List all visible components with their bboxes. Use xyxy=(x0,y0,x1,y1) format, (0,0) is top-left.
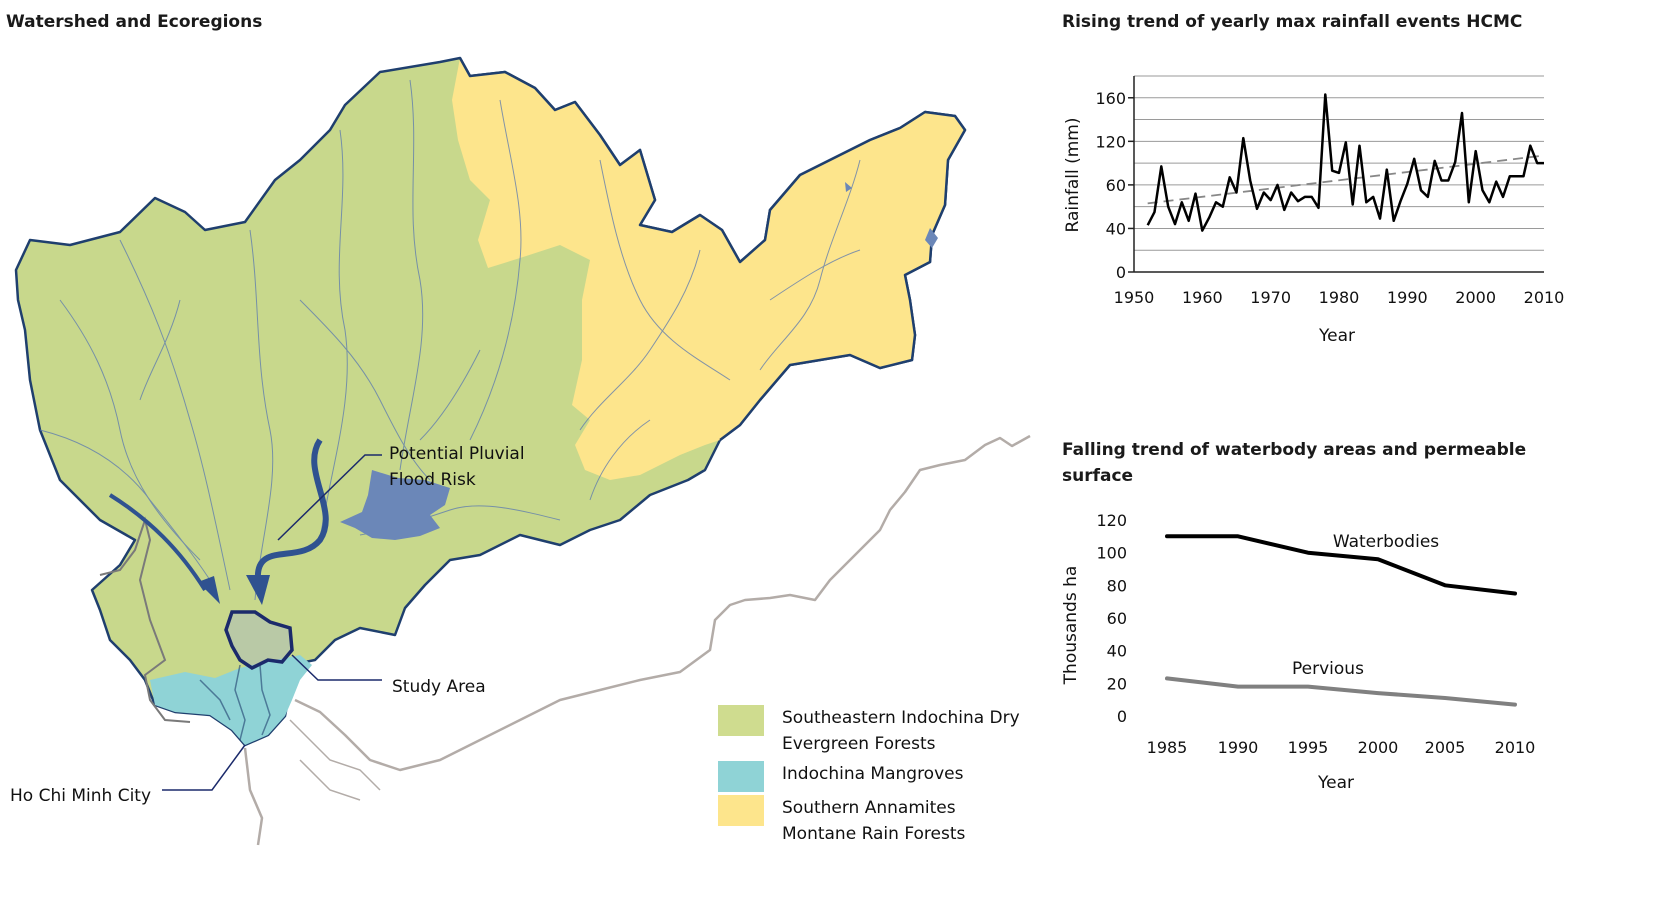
y-tick-label: 80 xyxy=(1107,576,1127,595)
legend-swatch-mangroves xyxy=(718,761,764,792)
legend-item-montane: Southern Annamites Montane Rain Forests xyxy=(718,795,1058,847)
y-tick-label: 60 xyxy=(1106,176,1126,195)
trend-line xyxy=(1147,154,1545,205)
flood-label-leader xyxy=(277,454,382,541)
x-tick-label: 1950 xyxy=(1114,288,1155,307)
y-tick-label: 100 xyxy=(1096,544,1127,563)
series-label-waterbodies: Waterbodies xyxy=(1333,532,1439,552)
x-tick-label: 1985 xyxy=(1147,738,1188,757)
flood-arrowhead-east xyxy=(246,575,270,605)
y-tick-label: 40 xyxy=(1106,219,1126,238)
y-tick-label: 40 xyxy=(1107,642,1127,661)
x-tick-label: 1980 xyxy=(1319,288,1360,307)
study-area-outline xyxy=(224,610,294,671)
legend-dry-forest-line1: Southeastern Indochina Dry xyxy=(782,708,1020,728)
country-border xyxy=(99,516,191,723)
y-tick-label: 160 xyxy=(1095,89,1126,108)
rainfall-series-line xyxy=(1146,93,1544,232)
series-line-pervious xyxy=(1165,676,1517,707)
city-leader xyxy=(162,744,246,791)
x-tick-label: 2010 xyxy=(1495,738,1536,757)
study-area-leader xyxy=(291,654,382,681)
legend-mangroves-line1: Indochina Mangroves xyxy=(782,764,964,784)
x-tick-label: 2000 xyxy=(1455,288,1496,307)
y-tick-label: 120 xyxy=(1096,511,1127,530)
x-tick-label: 1970 xyxy=(1250,288,1291,307)
x-tick-label: 1960 xyxy=(1182,288,1223,307)
delta-channels xyxy=(199,664,271,741)
series-line-waterbodies xyxy=(1165,534,1517,596)
legend-label-mangroves: Indochina Mangroves xyxy=(782,761,1042,787)
y-tick-label: 60 xyxy=(1107,609,1127,628)
flood-arrow-west xyxy=(108,493,207,592)
series-label-pervious: Pervious xyxy=(1292,659,1364,679)
study-area-label: Study Area xyxy=(392,677,486,697)
coastline xyxy=(243,434,1031,846)
waterbody-chart-title: Falling trend of waterbody areas and per… xyxy=(1062,440,1527,486)
flood-risk-label-line2: Flood Risk xyxy=(389,470,476,490)
map-title: Watershed and Ecoregions xyxy=(6,12,263,32)
legend-swatch-montane xyxy=(718,795,764,826)
mangrove-region xyxy=(150,655,312,745)
flood-risk-label-line1: Potential Pluvial xyxy=(389,444,525,464)
x-tick-label: 2005 xyxy=(1425,738,1466,757)
city-label: Ho Chi Minh City xyxy=(10,786,151,806)
y-tick-label: 0 xyxy=(1117,707,1127,726)
x-axis-label: Year xyxy=(1317,773,1354,793)
legend-label-dry-forest: Southeastern Indochina Dry Evergreen For… xyxy=(782,705,1042,757)
legend-label-montane: Southern Annamites Montane Rain Forests xyxy=(782,795,1042,847)
montane-forest-region xyxy=(452,58,965,480)
x-tick-label: 1990 xyxy=(1218,738,1259,757)
legend-swatch-dry-forest xyxy=(718,705,764,736)
y-tick-label: 20 xyxy=(1107,674,1127,693)
x-axis-label: Year xyxy=(1318,326,1355,346)
river-network xyxy=(39,79,861,601)
y-tick-label: 0 xyxy=(1116,263,1126,282)
legend-item-mangroves: Indochina Mangroves xyxy=(718,761,1058,792)
x-tick-label: 2010 xyxy=(1524,288,1565,307)
x-tick-label: 2000 xyxy=(1358,738,1399,757)
rainfall-chart-title: Rising trend of yearly max rainfall even… xyxy=(1062,12,1523,32)
flood-arrowhead-west xyxy=(198,576,220,604)
y-tick-label: 120 xyxy=(1095,132,1126,151)
legend-dry-forest-line2: Evergreen Forests xyxy=(782,734,936,754)
legend-montane-line1: Southern Annamites xyxy=(782,798,956,818)
reservoir xyxy=(340,470,450,540)
legend-montane-line2: Montane Rain Forests xyxy=(782,824,966,844)
x-tick-label: 1990 xyxy=(1387,288,1428,307)
y-axis-label: Rainfall (mm) xyxy=(1063,118,1083,233)
flood-arrow-east xyxy=(254,438,329,581)
x-tick-label: 1995 xyxy=(1288,738,1329,757)
y-axis-label: Thousands ha xyxy=(1061,566,1081,686)
legend-item-dry-forest: Southeastern Indochina Dry Evergreen For… xyxy=(718,705,1058,757)
